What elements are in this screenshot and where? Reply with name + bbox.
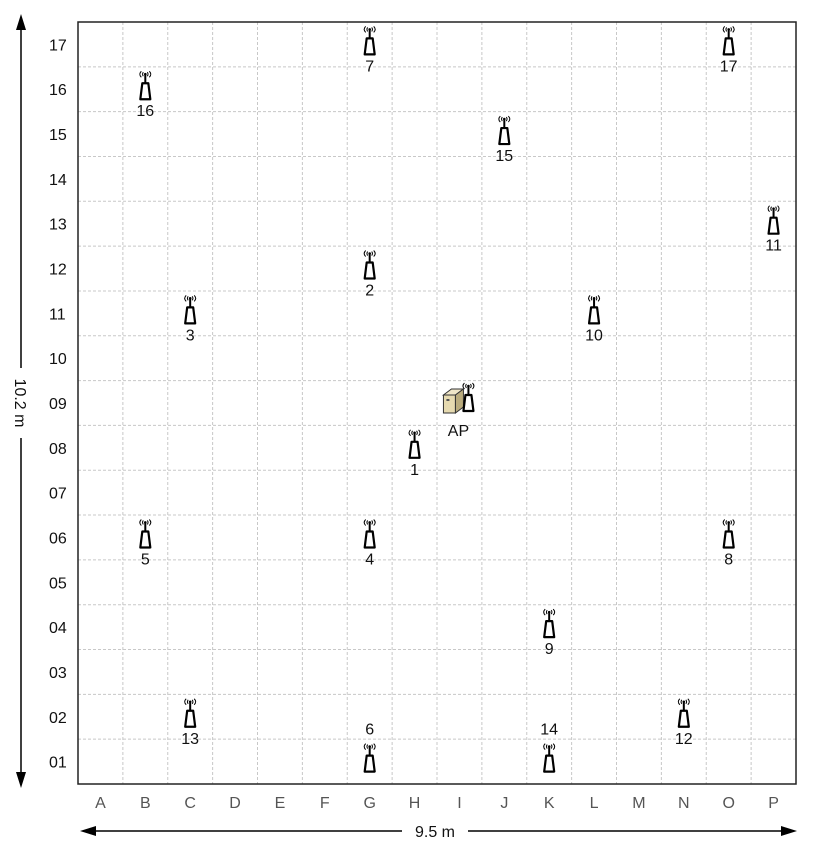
sensor-node: 10 bbox=[585, 294, 603, 344]
sensor-antenna-icon bbox=[363, 519, 376, 549]
arrowhead-down-icon bbox=[16, 772, 26, 788]
sensor-label: 14 bbox=[540, 722, 558, 739]
sensor-node: 4 bbox=[363, 519, 376, 568]
sensor-label: 4 bbox=[365, 551, 374, 568]
row-label: 12 bbox=[49, 262, 67, 279]
sensor-antenna-icon bbox=[587, 294, 601, 325]
row-label: 08 bbox=[49, 441, 67, 458]
sensor-antenna-icon bbox=[184, 698, 197, 728]
access-point-label: AP bbox=[448, 423, 469, 440]
column-label: N bbox=[678, 795, 690, 812]
sensor-node: 16 bbox=[136, 70, 154, 120]
sensor-antenna-icon bbox=[408, 429, 421, 459]
sensor-node: 1 bbox=[408, 429, 421, 479]
access-point-node: AP bbox=[441, 382, 475, 440]
sensor-label: 11 bbox=[765, 238, 782, 255]
row-label: 02 bbox=[49, 710, 67, 727]
sensor-antenna-icon bbox=[677, 698, 690, 728]
column-label: B bbox=[140, 795, 151, 812]
column-label: L bbox=[590, 795, 599, 812]
sensor-node: 7 bbox=[363, 26, 376, 75]
sensor-node: 11 bbox=[765, 205, 782, 255]
sensor-label: 12 bbox=[675, 731, 693, 748]
row-label: 07 bbox=[49, 486, 67, 503]
row-label: 16 bbox=[49, 82, 67, 99]
row-label: 14 bbox=[49, 172, 67, 189]
row-label: 04 bbox=[49, 620, 67, 637]
row-label: 09 bbox=[49, 396, 67, 413]
column-label: K bbox=[544, 795, 555, 812]
sensor-node: 8 bbox=[722, 519, 735, 568]
column-label: I bbox=[457, 795, 461, 812]
row-label: 17 bbox=[49, 37, 67, 54]
column-label: E bbox=[275, 795, 286, 812]
sensor-antenna-icon bbox=[498, 115, 511, 146]
sensor-label: 13 bbox=[181, 731, 199, 748]
column-label: P bbox=[768, 795, 779, 812]
sensor-antenna-icon bbox=[543, 743, 556, 773]
sensor-node: 6 bbox=[363, 722, 376, 773]
sensor-label: 15 bbox=[495, 148, 513, 165]
sensor-node: 12 bbox=[675, 698, 693, 748]
sensor-label: 6 bbox=[365, 722, 374, 739]
column-label: C bbox=[184, 795, 196, 812]
sensor-node: 13 bbox=[181, 698, 199, 748]
column-label: M bbox=[632, 795, 645, 812]
sensor-label: 8 bbox=[724, 551, 733, 568]
row-label: 11 bbox=[49, 306, 66, 323]
sensor-antenna-icon bbox=[722, 519, 735, 549]
sensor-label: 17 bbox=[720, 58, 738, 75]
sensor-antenna-icon bbox=[184, 294, 197, 325]
column-label: H bbox=[409, 795, 421, 812]
row-label: 05 bbox=[49, 575, 67, 592]
column-label: G bbox=[363, 795, 375, 812]
column-label: J bbox=[500, 795, 508, 812]
sensor-antenna-icon bbox=[462, 382, 475, 413]
column-label: A bbox=[95, 795, 106, 812]
sensor-label: 16 bbox=[136, 103, 154, 120]
column-label: O bbox=[722, 795, 734, 812]
sensor-node: 5 bbox=[139, 519, 152, 568]
server-icon bbox=[441, 388, 465, 414]
sensor-label: 1 bbox=[410, 462, 419, 479]
sensor-node: 17 bbox=[720, 26, 738, 75]
row-label: 01 bbox=[49, 755, 67, 772]
row-label: 13 bbox=[49, 217, 67, 234]
sensor-label: 3 bbox=[186, 327, 195, 344]
sensor-label: 10 bbox=[585, 327, 603, 344]
arrowhead-up-icon bbox=[16, 14, 26, 30]
sensor-node: 2 bbox=[363, 250, 376, 300]
sensor-node: 3 bbox=[184, 294, 197, 344]
column-label: F bbox=[320, 795, 330, 812]
sensor-node: 15 bbox=[495, 115, 513, 165]
sensor-antenna-icon bbox=[363, 26, 376, 56]
sensor-antenna-icon bbox=[722, 26, 735, 56]
width-dimension-label: 9.5 m bbox=[415, 824, 455, 841]
sensor-label: 2 bbox=[365, 283, 374, 300]
height-dimension-label: 10.2 m bbox=[11, 379, 28, 428]
column-label: D bbox=[229, 795, 241, 812]
row-label: 10 bbox=[49, 351, 67, 368]
sensor-antenna-icon bbox=[543, 608, 556, 639]
sensor-antenna-icon bbox=[139, 519, 152, 549]
arrowhead-right-icon bbox=[781, 826, 797, 836]
sensor-node: 9 bbox=[543, 608, 556, 658]
sensor-node: 14 bbox=[540, 722, 558, 773]
row-label: 15 bbox=[49, 127, 67, 144]
sensor-label: 5 bbox=[141, 551, 150, 568]
sensor-antenna-icon bbox=[767, 205, 780, 235]
sensor-antenna-icon bbox=[139, 70, 152, 101]
row-label: 06 bbox=[49, 530, 67, 547]
sensor-label: 7 bbox=[365, 58, 374, 75]
arrowhead-left-icon bbox=[80, 826, 96, 836]
plot-border bbox=[77, 21, 797, 785]
sensor-label: 9 bbox=[545, 641, 554, 658]
sensor-antenna-icon bbox=[363, 743, 376, 773]
row-label: 03 bbox=[49, 665, 67, 682]
grid-lines bbox=[78, 22, 796, 784]
sensor-antenna-icon bbox=[363, 250, 376, 280]
